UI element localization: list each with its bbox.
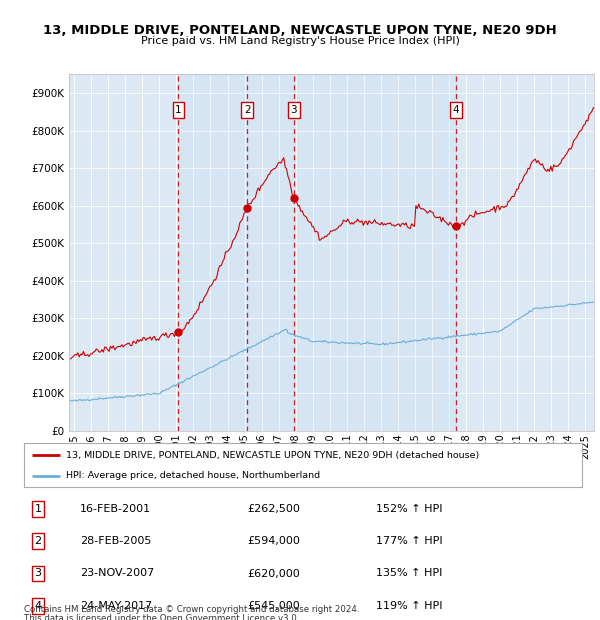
Text: 2: 2 [244,105,251,115]
Text: £262,500: £262,500 [247,504,300,514]
Text: This data is licensed under the Open Government Licence v3.0.: This data is licensed under the Open Gov… [24,614,299,620]
Bar [178,74,456,431]
Text: 177% ↑ HPI: 177% ↑ HPI [376,536,442,546]
Text: 2: 2 [34,536,41,546]
Text: HPI: Average price, detached house, Northumberland: HPI: Average price, detached house, Nort… [66,471,320,480]
Text: 1: 1 [34,504,41,514]
Text: 23-NOV-2007: 23-NOV-2007 [80,569,154,578]
Text: 3: 3 [34,569,41,578]
Text: 119% ↑ HPI: 119% ↑ HPI [376,601,442,611]
Text: 13, MIDDLE DRIVE, PONTELAND, NEWCASTLE UPON TYNE, NE20 9DH: 13, MIDDLE DRIVE, PONTELAND, NEWCASTLE U… [43,24,557,37]
Text: 24-MAY-2017: 24-MAY-2017 [80,601,152,611]
Text: £594,000: £594,000 [247,536,300,546]
Text: 3: 3 [290,105,297,115]
Text: Contains HM Land Registry data © Crown copyright and database right 2024.: Contains HM Land Registry data © Crown c… [24,605,359,614]
Text: 135% ↑ HPI: 135% ↑ HPI [376,569,442,578]
Text: 28-FEB-2005: 28-FEB-2005 [80,536,151,546]
Text: 16-FEB-2001: 16-FEB-2001 [80,504,151,514]
Text: 152% ↑ HPI: 152% ↑ HPI [376,504,442,514]
Text: Price paid vs. HM Land Registry's House Price Index (HPI): Price paid vs. HM Land Registry's House … [140,36,460,46]
Text: £545,000: £545,000 [247,601,300,611]
Text: 1: 1 [175,105,182,115]
Text: £620,000: £620,000 [247,569,300,578]
Text: 13, MIDDLE DRIVE, PONTELAND, NEWCASTLE UPON TYNE, NE20 9DH (detached house): 13, MIDDLE DRIVE, PONTELAND, NEWCASTLE U… [66,451,479,460]
Text: 4: 4 [452,105,459,115]
Text: 4: 4 [34,601,41,611]
